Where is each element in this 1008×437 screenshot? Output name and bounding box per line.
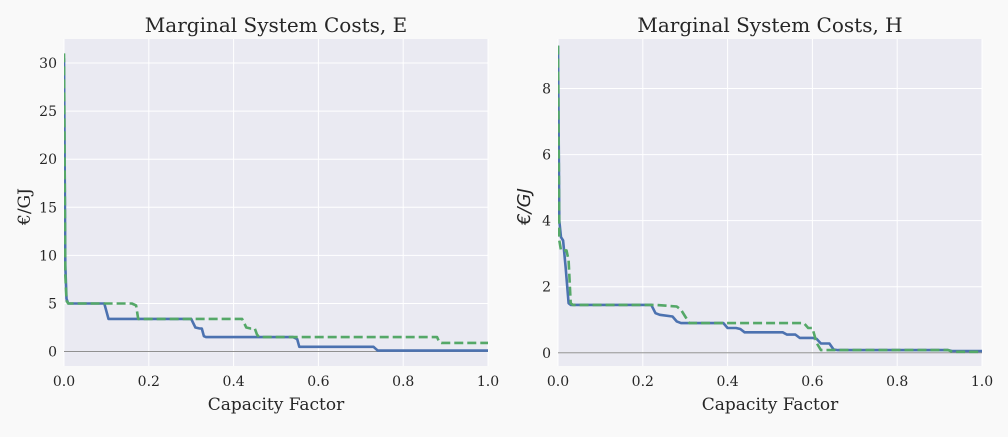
x-tick-label: 0.0 [53,374,75,390]
x-tick-label: 1.0 [971,374,993,390]
plot-area [558,39,982,366]
y-axis-label: €/GJ [15,188,35,226]
series-line-2 [558,45,982,354]
x-tick-label: 0.8 [886,374,908,390]
x-tick-label: 0.8 [392,374,414,390]
plot-area [64,39,488,366]
y-tick-label: 0 [48,345,57,361]
chart-panel-1: 0.0 0.2 0.4 0.6 0.8 1.0 0 5 10 15 20 25 30 Marginal S… [15,13,499,415]
y-tick-label: 0 [542,346,551,362]
x-tick-label: 0.4 [222,374,244,390]
y-tick-label: 20 [39,152,57,168]
y-axis-label: €/GJ [514,188,535,226]
y-tick-label: 5 [48,296,57,312]
x-tick-label: 0.0 [547,374,569,390]
y-tick-label: 8 [542,82,551,98]
y-tick-label: 2 [542,280,551,296]
y-tick-label: 6 [542,148,551,164]
series-line-1 [64,58,488,352]
chart-panel-2: 0.0 0.2 0.4 0.6 0.8 1.0 0 2 4 6 8 Marginal System C… [514,13,993,415]
x-tick-label: 0.6 [801,374,823,390]
x-tick-label: 0.2 [138,374,160,390]
chart-title: Marginal System Costs, H [637,13,902,37]
x-tick-label: 1.0 [477,374,499,390]
y-tick-label: 25 [39,104,57,120]
chart-title: Marginal System Costs, E [145,13,407,37]
series-line-1 [558,45,982,353]
y-tick-label: 30 [39,56,57,72]
x-tick-label: 0.6 [307,374,329,390]
x-tick-label: 0.2 [632,374,654,390]
y-tick-label: 4 [542,214,551,230]
y-tick-label: 15 [39,200,57,216]
x-axis-label: Capacity Factor [208,395,345,415]
x-axis-label: Capacity Factor [702,395,839,415]
y-tick-label: 10 [39,248,57,264]
x-tick-label: 0.4 [716,374,738,390]
series-line-2 [64,53,488,345]
